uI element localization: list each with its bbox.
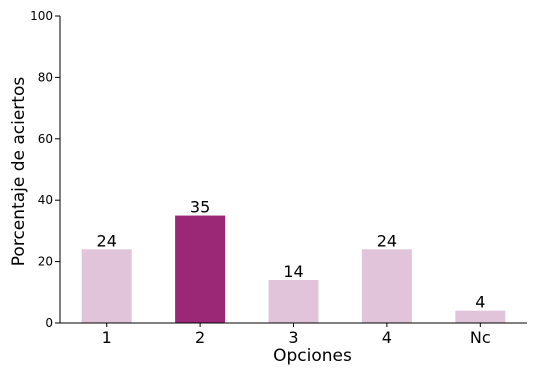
- y-tick-label: 80: [38, 70, 53, 84]
- bars: [81, 215, 506, 323]
- x-tick-label: 2: [195, 328, 205, 347]
- data-label: 4: [475, 293, 485, 312]
- y-tick-label: 40: [38, 193, 53, 207]
- y-tick-label: 100: [30, 9, 53, 23]
- data-label: 35: [190, 198, 210, 217]
- y-axis-label: Porcentaje de aciertos: [9, 77, 29, 267]
- data-labels: 24 35 14 24 4: [97, 198, 486, 312]
- x-tick-label: 3: [288, 328, 298, 347]
- y-tick-label: 20: [38, 255, 53, 269]
- data-label: 24: [377, 231, 397, 250]
- bar-1: [81, 249, 132, 323]
- x-axis-ticks: 1 2 3 4 Nc: [102, 323, 491, 347]
- data-label: 14: [283, 262, 303, 281]
- x-tick-label: 1: [102, 328, 112, 347]
- bar-4: [361, 249, 412, 323]
- data-label: 24: [97, 231, 117, 250]
- y-tick-label: 60: [38, 132, 53, 146]
- x-tick-label: Nc: [470, 328, 491, 347]
- bar-3: [268, 280, 319, 323]
- x-tick-label: 4: [382, 328, 392, 347]
- y-axis-ticks: 0 20 40 60 80 100: [30, 9, 60, 330]
- bar-nc: [455, 310, 506, 323]
- bar-2: [175, 215, 226, 323]
- y-tick-label: 0: [45, 316, 53, 330]
- x-axis-label: Opciones: [273, 346, 352, 366]
